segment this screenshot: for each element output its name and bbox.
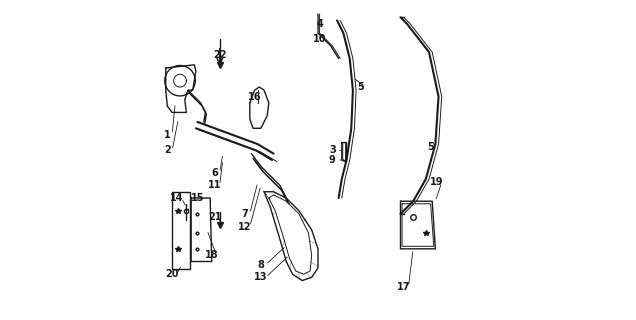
- Text: 10: 10: [313, 35, 326, 44]
- Text: 14: 14: [170, 193, 184, 203]
- Text: 1: 1: [164, 130, 170, 140]
- Text: 6: 6: [212, 168, 218, 178]
- Text: 3: 3: [329, 146, 336, 156]
- Text: 11: 11: [208, 180, 222, 190]
- Text: 2: 2: [164, 146, 170, 156]
- Text: 15: 15: [191, 193, 204, 203]
- Text: 8: 8: [258, 260, 265, 270]
- Text: 12: 12: [238, 222, 252, 232]
- Text: 9: 9: [329, 155, 336, 165]
- Text: 20: 20: [165, 269, 179, 279]
- Text: 16: 16: [248, 92, 261, 101]
- Text: 7: 7: [242, 209, 249, 219]
- Text: 13: 13: [254, 272, 268, 282]
- Text: 21: 21: [208, 212, 222, 222]
- Text: 18: 18: [205, 250, 219, 260]
- Text: 19: 19: [430, 177, 444, 187]
- Text: 5: 5: [357, 82, 364, 92]
- Text: 4: 4: [316, 19, 323, 28]
- Text: 22: 22: [213, 50, 226, 60]
- Text: 17: 17: [397, 282, 410, 292]
- Text: 5: 5: [427, 142, 434, 152]
